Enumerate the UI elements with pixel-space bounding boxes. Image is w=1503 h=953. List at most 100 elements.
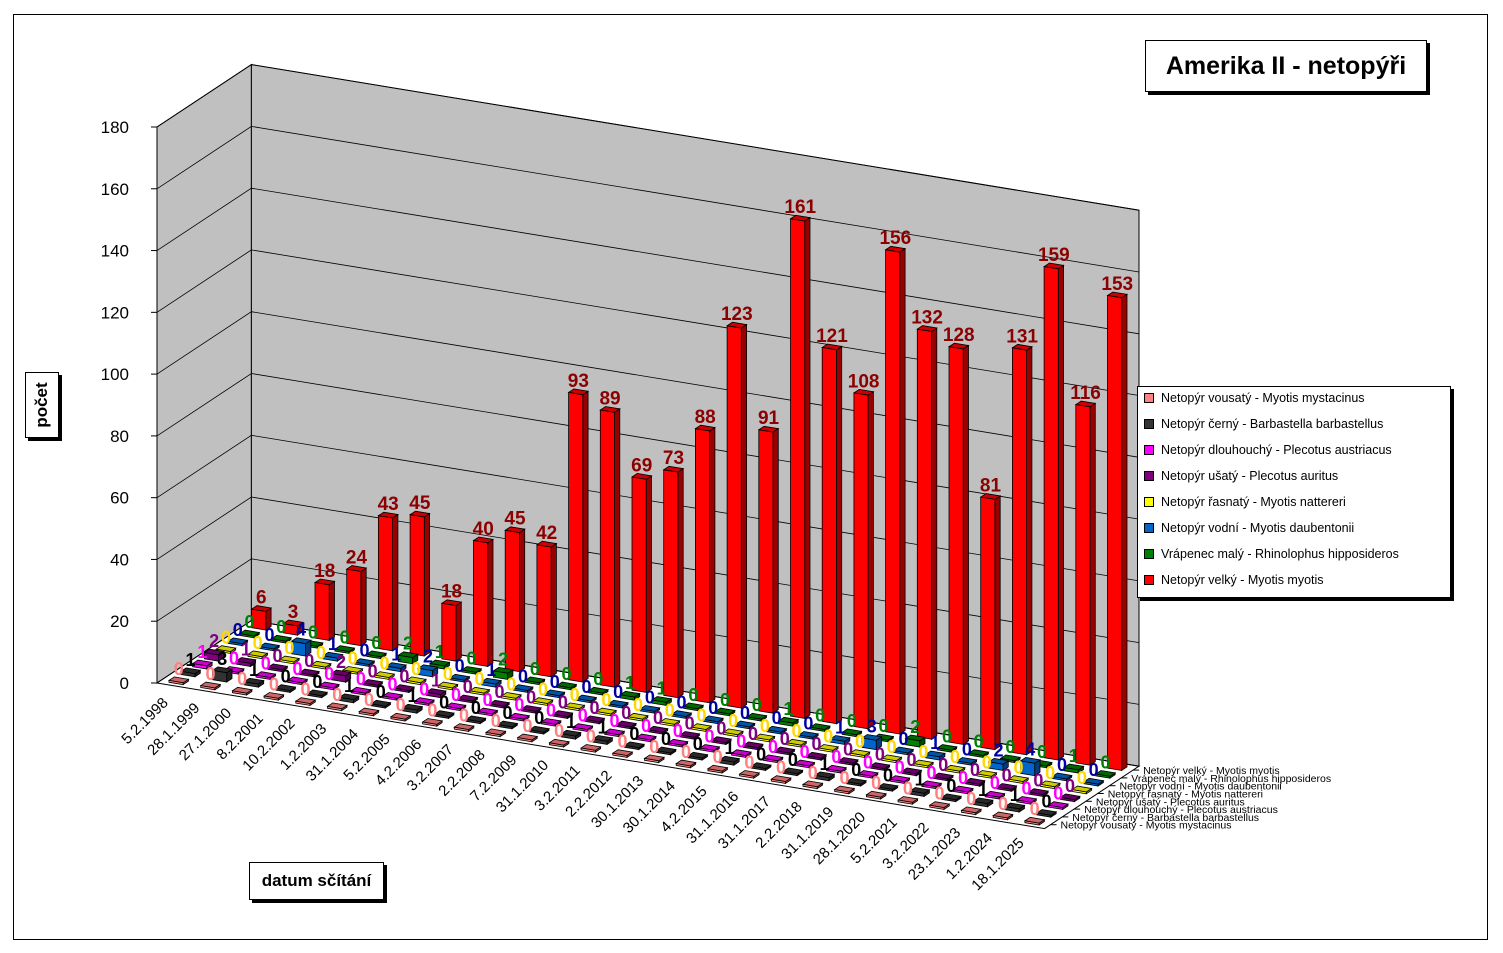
- bar: [678, 731, 701, 740]
- data-label: 153: [1101, 274, 1133, 295]
- data-label: 3: [288, 602, 299, 623]
- bar-face: [247, 653, 263, 660]
- y-tick-label: 80: [110, 427, 129, 446]
- bar-face: [1121, 293, 1128, 772]
- bar-face: [592, 738, 608, 745]
- data-label: 0: [918, 742, 928, 762]
- data-label: 0: [546, 700, 556, 720]
- bar-face: [307, 692, 323, 699]
- bar-face: [604, 731, 620, 738]
- data-label: 2: [423, 647, 433, 667]
- bar-face: [461, 669, 477, 675]
- bar-face: [1059, 796, 1075, 803]
- bar: [583, 715, 606, 725]
- bar-face: [663, 469, 679, 699]
- bar: [179, 667, 202, 678]
- bar-face: [994, 495, 1001, 751]
- gridline: [156, 558, 1140, 705]
- bar: [313, 578, 336, 642]
- legend-item: Netopýr vousatý - Myotis mystacinus: [1144, 389, 1365, 407]
- bar-face: [980, 496, 996, 751]
- bar-face: [707, 768, 723, 774]
- bar: [984, 790, 1006, 800]
- series-axis-label: Netopýr velký - Myotis myotis: [1143, 765, 1280, 777]
- bar-face: [501, 695, 517, 701]
- bar-face: [1095, 773, 1111, 779]
- bar: [1106, 291, 1129, 772]
- bar: [286, 676, 309, 686]
- data-label: 0: [898, 729, 908, 749]
- bar-face: [806, 755, 822, 761]
- data-label: 6: [256, 588, 267, 609]
- bar: [936, 744, 958, 753]
- bar: [500, 692, 523, 701]
- data-label: 0: [1077, 768, 1087, 788]
- bar-face: [251, 608, 267, 631]
- data-label: 0: [273, 646, 283, 666]
- bar: [306, 689, 329, 699]
- bar: [714, 707, 736, 717]
- bar-face: [645, 475, 652, 694]
- data-label: 0: [629, 724, 639, 744]
- bar-face: [651, 699, 667, 706]
- data-label: 0: [261, 654, 271, 674]
- y-tick-label: 40: [110, 550, 129, 569]
- bar: [338, 693, 360, 704]
- bar-face: [536, 544, 552, 678]
- data-label: 0: [316, 643, 326, 663]
- bar-face: [455, 601, 462, 662]
- bar-face: [429, 663, 445, 670]
- bar-face: [933, 776, 949, 782]
- data-label: 0: [419, 680, 429, 700]
- data-label: 0: [740, 703, 750, 723]
- bar-face: [572, 726, 588, 732]
- bar-face: [608, 703, 623, 709]
- bar: [647, 725, 669, 735]
- data-label: 0: [237, 669, 247, 689]
- data-label: 2: [403, 634, 413, 654]
- data-label: 0: [245, 612, 255, 632]
- data-label: 0: [443, 664, 453, 684]
- bar-face: [921, 783, 937, 790]
- bar: [476, 707, 499, 717]
- data-label: 0: [990, 773, 1000, 793]
- bar-face: [711, 739, 727, 745]
- data-label: 0: [562, 664, 572, 684]
- bar-face: [584, 718, 600, 725]
- bar-face: [679, 734, 695, 740]
- bar: [726, 321, 748, 709]
- y-tick-label: 180: [101, 118, 129, 137]
- bar: [1043, 262, 1065, 761]
- y-axis-label-box: počet: [25, 372, 59, 438]
- bar-face: [377, 515, 394, 652]
- data-label: 0: [253, 633, 263, 653]
- bar-face: [1051, 776, 1067, 782]
- bar-face: [402, 707, 418, 714]
- data-label: 0: [748, 724, 758, 744]
- bar: [738, 770, 761, 779]
- bar: [528, 725, 551, 735]
- bar-face: [655, 750, 671, 756]
- y-tick-label: 160: [101, 180, 129, 199]
- bar: [710, 736, 733, 746]
- data-label: 0: [1037, 742, 1047, 762]
- data-label: 73: [663, 448, 684, 469]
- bar-face: [984, 794, 1000, 800]
- data-label: 0: [760, 716, 770, 736]
- bar-face: [798, 734, 814, 740]
- bar-face: [287, 679, 303, 686]
- bar: [326, 702, 349, 712]
- bar: [932, 772, 955, 782]
- bar-face: [374, 674, 390, 680]
- data-label: 0: [847, 711, 857, 731]
- bar: [235, 657, 257, 668]
- bar: [437, 681, 459, 691]
- bar: [203, 648, 225, 662]
- bar: [266, 663, 289, 673]
- data-label: 4: [296, 620, 306, 640]
- data-label: 0: [808, 763, 818, 783]
- data-label: 0: [427, 700, 437, 720]
- bar: [417, 664, 439, 678]
- data-label: 1: [598, 717, 608, 737]
